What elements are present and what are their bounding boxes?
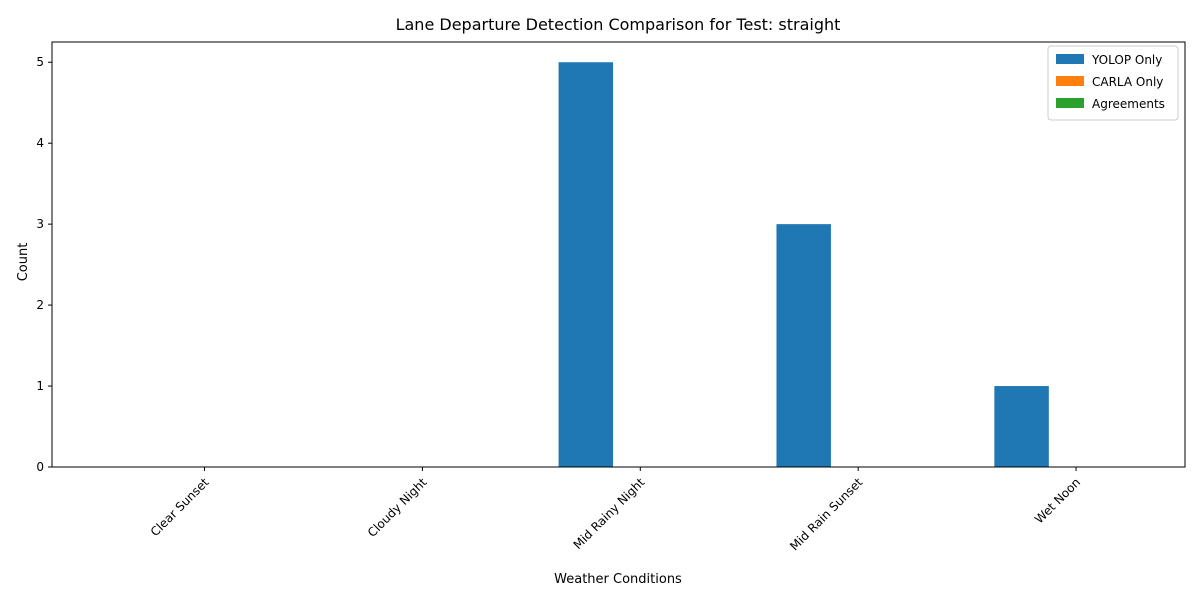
legend: YOLOP Only CARLA Only Agreements <box>1047 45 1179 121</box>
y-axis-label: Count <box>16 243 31 282</box>
legend-swatch <box>1056 98 1084 108</box>
x-tick-label: Wet Noon <box>1032 475 1083 526</box>
bar <box>994 386 1049 467</box>
plot-frame <box>51 41 1186 468</box>
bar <box>776 224 831 467</box>
legend-label: CARLA Only <box>1092 75 1163 89</box>
x-tick-label: Clear Sunset <box>148 475 212 539</box>
y-tick-label: 0 <box>36 460 44 474</box>
bar <box>558 62 614 467</box>
y-tick-label: 5 <box>36 55 44 69</box>
legend-label: YOLOP Only <box>1091 53 1162 67</box>
x-tick-label: Cloudy Night <box>365 475 430 540</box>
y-tick-label: 2 <box>36 298 44 312</box>
x-tick-label: Mid Rain Sunset <box>787 475 865 553</box>
plot-area: 0 1 2 3 4 5 Clear Sunset Cloudy Night Mid Rainy … <box>36 41 1186 553</box>
y-tick-label: 3 <box>36 217 44 231</box>
x-axis-label: Weather Conditions <box>554 572 682 587</box>
chart-title: Lane Departure Detection Comparison for … <box>396 15 841 34</box>
y-tick-label: 4 <box>36 136 44 150</box>
x-tick-label: Mid Rainy Night <box>571 475 648 552</box>
legend-swatch <box>1056 76 1084 86</box>
legend-swatch <box>1056 54 1084 64</box>
y-tick-label: 1 <box>36 379 44 393</box>
legend-label: Agreements <box>1092 97 1165 111</box>
